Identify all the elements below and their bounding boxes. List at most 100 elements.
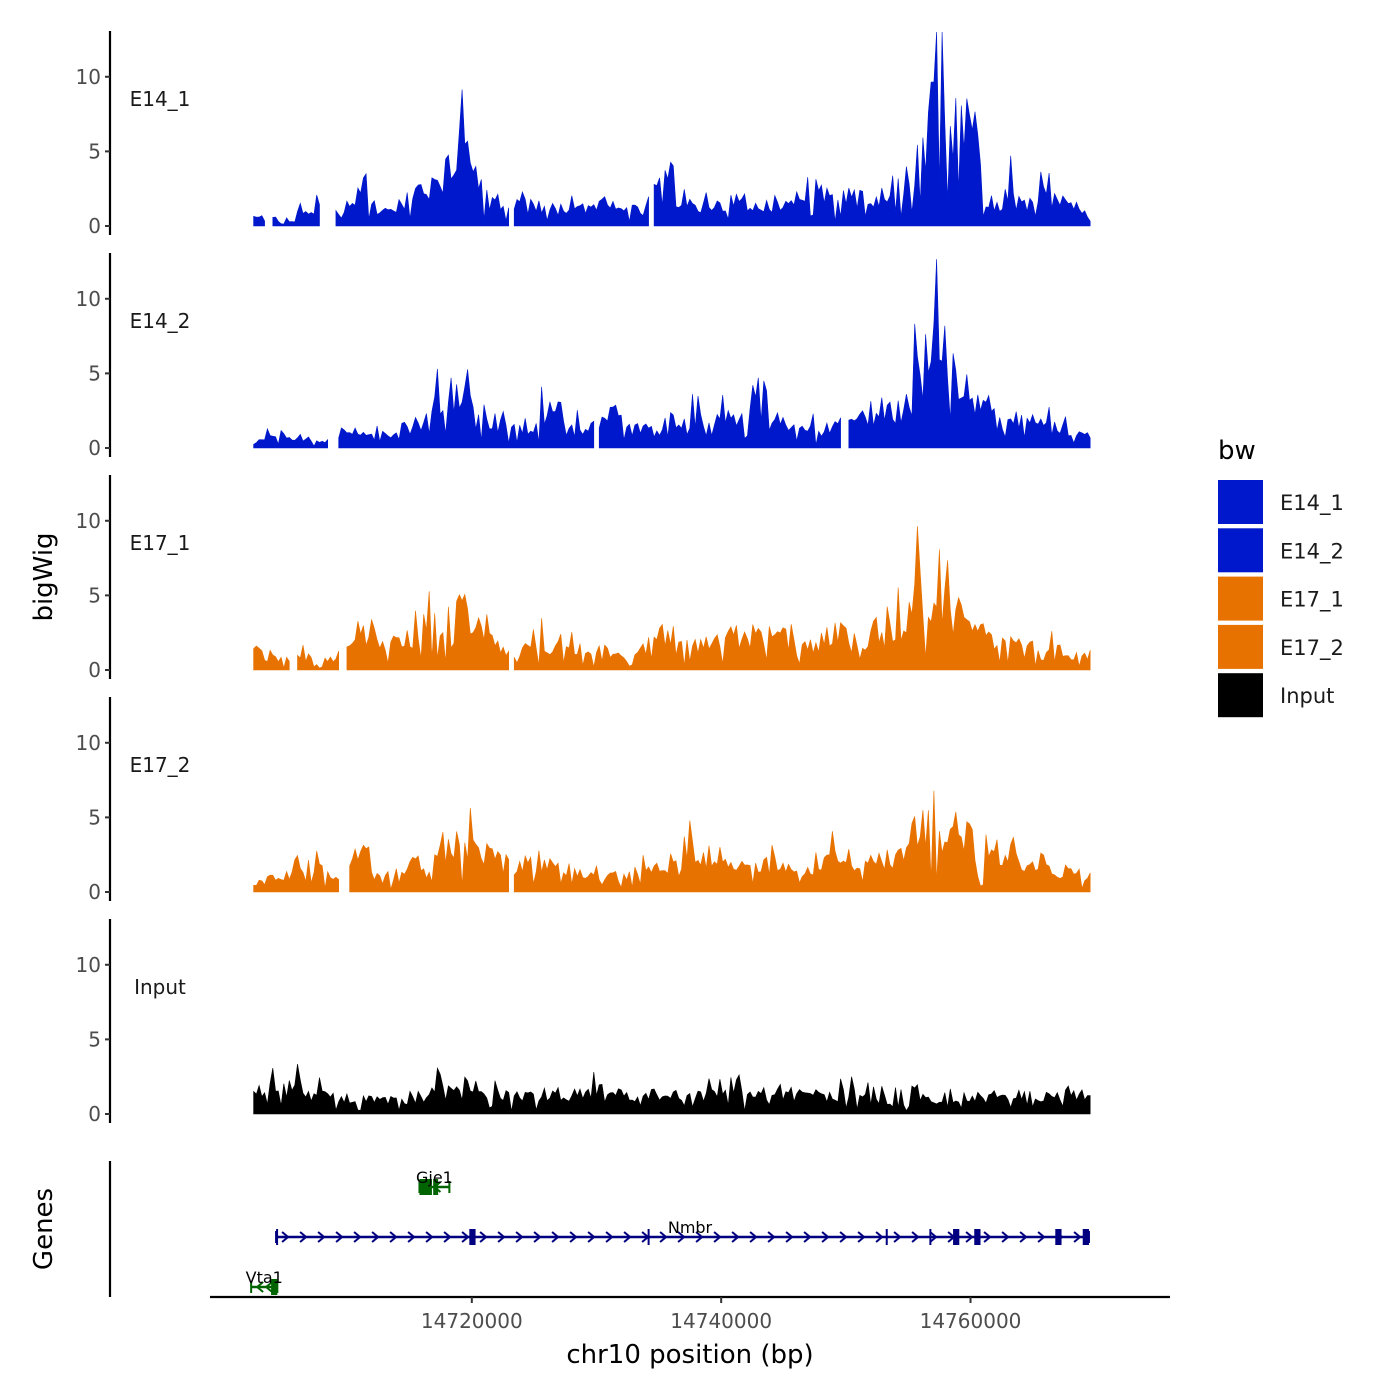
strand-chevron [1001, 1231, 1010, 1243]
gene-exon [271, 1279, 278, 1295]
strand-chevron [767, 1231, 776, 1243]
x-axis-ticks: 14720000 14740000 14760000 [421, 1297, 1021, 1333]
track-E14_2: 0 5 10 E14_2 [76, 253, 1091, 460]
genes-panel: Nmbr Gje1 Vta1 [108, 1161, 1090, 1297]
track-E14_1: 0 5 10 E14_1 [76, 31, 1091, 238]
legend-label: E14_2 [1280, 539, 1344, 564]
legend-swatch-E17_2 [1218, 624, 1263, 669]
legend-swatch-E17_1 [1218, 576, 1263, 621]
x-tick-label: 14740000 [670, 1309, 772, 1333]
strand-chevron [875, 1231, 884, 1243]
gene-exon [433, 1179, 439, 1195]
y-tick-label: 0 [88, 880, 101, 904]
signal-area-E14_1 [253, 215, 265, 227]
strand-chevron [389, 1231, 398, 1243]
gene-exon [953, 1229, 960, 1245]
legend-item: E17_2 [1218, 624, 1344, 669]
strand-chevron [695, 1231, 704, 1243]
strand-chevron [407, 1231, 416, 1243]
legend-label: E14_1 [1280, 491, 1344, 516]
strand-chevron [821, 1231, 830, 1243]
gene-Nmbr: Nmbr [275, 1218, 1090, 1245]
signal-area-E14_1 [272, 194, 320, 227]
signal-area-E17_1 [346, 591, 509, 671]
strand-chevron [587, 1231, 596, 1243]
strand-chevron [533, 1231, 542, 1243]
gene-Vta1: Vta1 [246, 1268, 283, 1295]
y-axis-title: bigWig [29, 532, 59, 621]
x-tick-label: 14760000 [920, 1309, 1022, 1333]
gene-exon [469, 1229, 476, 1245]
gene-label-Vta1: Vta1 [246, 1268, 283, 1287]
y-tick-label: 5 [88, 1027, 101, 1051]
signal-area-E14_1 [513, 190, 649, 227]
signal-area-E17_2 [253, 850, 339, 893]
strand-chevron [623, 1231, 632, 1243]
y-tick-label: 10 [76, 509, 101, 533]
track-E17_1: 0 5 10 E17_1 [76, 475, 1091, 682]
strand-chevron [1037, 1231, 1046, 1243]
strand-chevron [569, 1231, 578, 1243]
strand-chevron [803, 1231, 812, 1243]
legend-items: E14_1 E14_2 E17_1 E17_2 Input [1218, 480, 1344, 718]
track-label: E17_1 [130, 531, 191, 555]
signal-tracks: 0 5 10 E14_1 0 5 10 E14_2 0 5 10 E17_1 0 5 10 E17_2 0 5 10… [76, 31, 1091, 1126]
strand-chevron [713, 1231, 722, 1243]
y-tick-label: 5 [88, 583, 101, 607]
signal-area-E14_2 [253, 427, 328, 449]
strand-chevron [731, 1231, 740, 1243]
strand-chevron [1019, 1231, 1028, 1243]
signal-area-E17_1 [513, 526, 1091, 671]
track-label: E14_1 [130, 87, 191, 111]
strand-chevron [677, 1231, 686, 1243]
strand-chevron [551, 1231, 560, 1243]
track-label: E17_2 [130, 753, 191, 777]
x-tick-label: 14720000 [421, 1309, 523, 1333]
strand-chevron [659, 1231, 668, 1243]
legend-label: E17_1 [1280, 588, 1344, 613]
strand-chevron [335, 1231, 344, 1243]
strand-chevron [497, 1231, 506, 1243]
legend-swatch-E14_1 [1218, 480, 1263, 524]
strand-chevron [281, 1231, 290, 1243]
track-label: E14_2 [130, 309, 191, 333]
strand-chevron [371, 1231, 380, 1243]
signal-area-E17_2 [349, 807, 509, 893]
strand-chevron [255, 1281, 264, 1293]
strand-chevron [929, 1231, 938, 1243]
strand-chevron [857, 1231, 866, 1243]
signal-area-E14_2 [598, 377, 841, 449]
gene-exon [929, 1229, 932, 1245]
strand-chevron [443, 1231, 452, 1243]
legend-swatch-Input [1218, 673, 1263, 718]
strand-chevron [983, 1231, 992, 1243]
strand-chevron [749, 1231, 758, 1243]
gene-exon [419, 1179, 432, 1195]
strand-chevron [965, 1231, 974, 1243]
y-tick-label: 10 [76, 287, 101, 311]
y-tick-label: 0 [88, 1102, 101, 1126]
gene-label-Nmbr: Nmbr [668, 1218, 713, 1237]
y-tick-label: 0 [88, 214, 101, 238]
track-Input: 0 5 10 Input [76, 919, 1091, 1126]
gene-exon [1055, 1229, 1062, 1245]
legend-title: bw [1218, 436, 1256, 466]
gene-exon [885, 1229, 888, 1245]
strand-chevron [893, 1231, 902, 1243]
y-tick-label: 5 [88, 805, 101, 829]
gene-Gje1: Gje1 [416, 1168, 453, 1195]
strand-chevron [353, 1231, 362, 1243]
strand-chevron [605, 1231, 614, 1243]
strand-chevron [317, 1231, 326, 1243]
signal-area-E17_1 [297, 644, 339, 671]
gene-exon [1082, 1229, 1089, 1245]
strand-chevron [515, 1231, 524, 1243]
strand-chevron [1073, 1231, 1082, 1243]
y-tick-label: 10 [76, 731, 101, 755]
gene-exon [974, 1229, 981, 1245]
legend-label: E17_2 [1280, 636, 1344, 661]
strand-chevron [911, 1231, 920, 1243]
strand-chevron [299, 1231, 308, 1243]
strand-chevron [264, 1281, 273, 1293]
